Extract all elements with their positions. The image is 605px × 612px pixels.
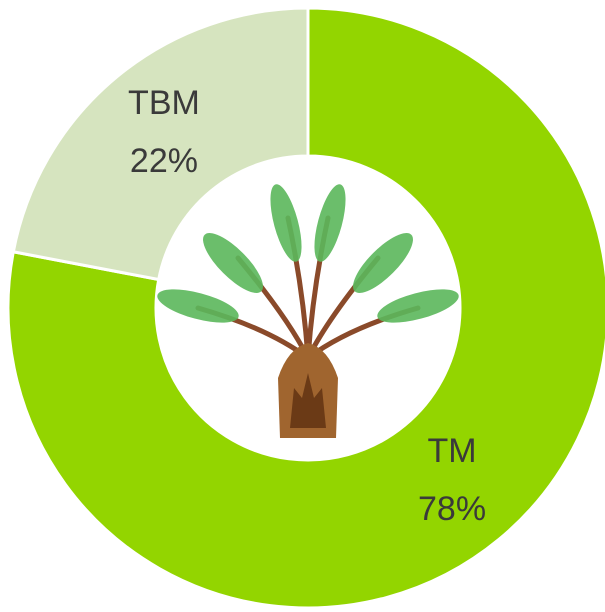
labels: TM 78% TBM 22%: [128, 84, 486, 528]
value-label: 22%: [130, 142, 198, 180]
category-label: TBM: [128, 84, 200, 122]
slices: [6, 6, 605, 610]
palm-tree-icon: [157, 184, 459, 438]
category-label: TM: [428, 432, 477, 470]
slice: [11, 6, 310, 282]
value-label: 78%: [418, 490, 486, 528]
slice: [6, 6, 605, 610]
